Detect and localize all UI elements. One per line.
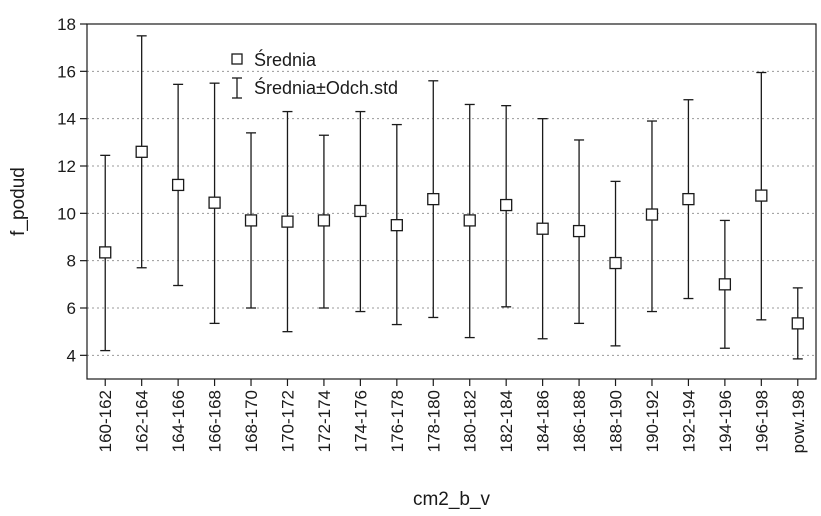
- mean-marker: [354, 204, 367, 218]
- legend-mean-marker: [231, 53, 243, 65]
- x-tick-label: 192-194: [679, 390, 698, 452]
- plot-frame: [86, 23, 817, 380]
- x-tick-label: 166-168: [206, 390, 225, 452]
- mean-marker: [572, 224, 586, 238]
- mean-marker: [645, 208, 659, 221]
- mean-marker: [317, 214, 331, 227]
- x-tick-label: 190-192: [643, 390, 662, 452]
- y-tick-label: 16: [57, 62, 76, 81]
- x-tick-label: 170-172: [278, 390, 297, 452]
- mean-marker: [791, 317, 804, 330]
- x-tick-label: 184-186: [534, 390, 553, 452]
- x-tick-label: 162-164: [133, 390, 152, 452]
- data-marks: [99, 35, 804, 360]
- mean-marker: [536, 222, 549, 235]
- mean-marker: [171, 178, 185, 192]
- legend-label-mean: Średnia: [254, 49, 317, 70]
- x-tick-label: 182-184: [497, 390, 516, 452]
- x-tick-label: 160-162: [96, 390, 115, 452]
- mean-marker: [463, 214, 476, 227]
- mean-marker: [390, 219, 403, 232]
- x-tick-label: 172-174: [315, 390, 334, 452]
- y-tick-label: 4: [67, 346, 76, 365]
- x-tick-label: pow.198: [789, 390, 808, 453]
- mean-marker: [244, 214, 258, 227]
- y-tick-label: 14: [57, 110, 76, 129]
- legend: Średnia Średnia±Odch.std: [231, 49, 398, 99]
- x-tick-label: 176-178: [388, 390, 407, 452]
- y-axis-label: f_podud: [8, 167, 29, 236]
- x-tick-label: 180-182: [461, 390, 480, 452]
- x-tick-label: 196-198: [752, 390, 771, 452]
- x-tick-label: 164-166: [169, 390, 188, 452]
- y-tick-label: 10: [57, 204, 76, 223]
- x-tick-label: 178-180: [424, 390, 443, 452]
- axis-ticks: 4 6 8 10 12 14 16 18 160-162 162-164 164-166 166-16…: [57, 15, 808, 453]
- y-tick-label: 8: [67, 252, 76, 271]
- legend-whisker-marker: [232, 77, 242, 99]
- grid-lines: [87, 23, 816, 356]
- x-tick-label: 188-190: [607, 390, 626, 452]
- x-tick-label: 186-188: [570, 390, 589, 452]
- x-tick-label: 194-196: [716, 390, 735, 452]
- mean-marker: [208, 196, 221, 209]
- mean-marker: [500, 198, 513, 212]
- mean-marker: [718, 278, 732, 291]
- mean-marker: [609, 256, 622, 270]
- mean-marker: [682, 192, 695, 206]
- mean-marker: [99, 246, 112, 259]
- x-tick-label: 168-170: [242, 390, 261, 452]
- mean-marker: [755, 189, 768, 202]
- y-tick-label: 6: [67, 299, 76, 318]
- legend-label-std: Średnia±Odch.std: [254, 77, 398, 98]
- mean-marker: [281, 215, 294, 228]
- mean-marker: [135, 145, 148, 158]
- y-tick-label: 18: [57, 15, 76, 34]
- mean-marker: [427, 192, 440, 206]
- x-tick-label: 174-176: [351, 390, 370, 452]
- x-axis-label: cm2_b_v: [413, 489, 491, 510]
- y-tick-label: 12: [57, 157, 76, 176]
